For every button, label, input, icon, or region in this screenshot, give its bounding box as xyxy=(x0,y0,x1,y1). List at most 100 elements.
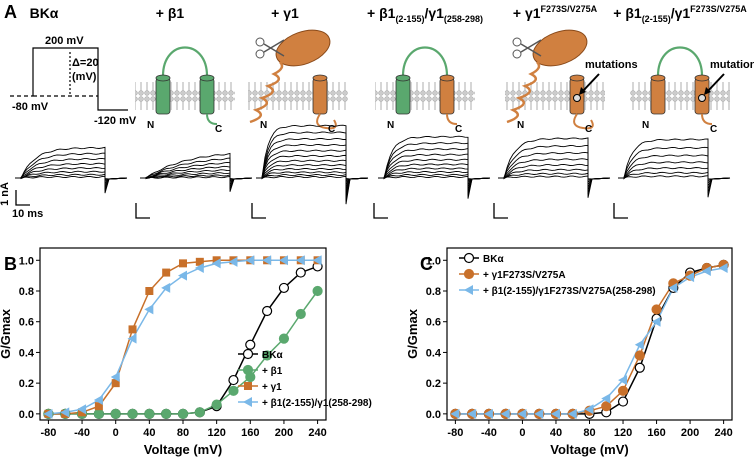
marker xyxy=(312,255,322,266)
terminus: N xyxy=(517,120,524,131)
mutation-label: mutations xyxy=(585,59,638,71)
marker xyxy=(262,255,272,266)
header-part: (258-298) xyxy=(444,14,483,24)
helix-top xyxy=(395,74,411,82)
y-tick-label: 0.4 xyxy=(426,347,442,359)
marker xyxy=(450,408,460,419)
panel-label: B xyxy=(4,254,17,274)
current-trace xyxy=(256,175,369,180)
marker xyxy=(93,408,104,419)
marker xyxy=(179,259,187,268)
column-header: + β1 xyxy=(156,5,185,21)
current-trace xyxy=(378,158,491,188)
header-part: BKα xyxy=(30,5,59,21)
mutation-site xyxy=(573,94,581,102)
marker xyxy=(312,285,323,297)
scale-label: 10 ms xyxy=(12,208,43,220)
y-tick-label: 0.0 xyxy=(426,409,441,421)
column-header: + γ1 xyxy=(271,5,299,21)
x-tick-label: 40 xyxy=(550,427,562,439)
scale-bar xyxy=(613,203,628,219)
helix xyxy=(312,77,328,115)
marker xyxy=(211,258,221,269)
x-tick-label: 40 xyxy=(143,427,155,439)
helix xyxy=(155,77,171,115)
current-trace xyxy=(378,135,491,199)
scale-bar xyxy=(373,203,388,219)
current-trace xyxy=(378,163,491,187)
current-trace xyxy=(378,142,491,196)
y-tick-label: 0.2 xyxy=(426,378,441,390)
current-trace xyxy=(256,173,369,180)
marker xyxy=(601,401,612,412)
terminus: N xyxy=(147,120,154,131)
marker xyxy=(78,408,87,417)
protocol xyxy=(10,47,128,111)
current-trace xyxy=(140,172,253,182)
column-header: BKα xyxy=(30,5,59,21)
marker xyxy=(127,333,137,344)
membrane xyxy=(630,82,730,114)
marker xyxy=(617,385,629,396)
marker xyxy=(128,325,137,334)
current-trace xyxy=(378,173,491,181)
helix-tm xyxy=(249,61,284,124)
terminus: N xyxy=(260,120,267,131)
current-trace xyxy=(256,149,369,192)
current-trace xyxy=(256,124,369,205)
legend-label: + γ1 xyxy=(262,382,282,393)
marker xyxy=(534,408,544,419)
header-part: + β1 xyxy=(156,5,185,21)
scissors xyxy=(520,39,542,57)
marker xyxy=(278,282,290,294)
helix xyxy=(395,77,411,115)
marker xyxy=(718,262,728,273)
x-tick-label: 0 xyxy=(519,427,525,439)
marker xyxy=(295,255,305,266)
lrr-domain xyxy=(275,29,331,67)
current-trace xyxy=(618,161,731,188)
marker xyxy=(195,257,204,266)
marker xyxy=(194,407,205,418)
marker xyxy=(110,372,120,382)
helix xyxy=(650,77,666,115)
scissors xyxy=(263,39,285,57)
loop xyxy=(401,46,449,77)
current-trace xyxy=(140,165,253,186)
terminus: C xyxy=(585,124,592,135)
arrow-head xyxy=(704,87,711,95)
y-tick-label: 1.0 xyxy=(426,255,441,267)
x-tick-label: -80 xyxy=(40,427,56,439)
header-part: + β1 xyxy=(367,5,396,21)
marker xyxy=(262,350,273,361)
scale-bars xyxy=(15,190,30,206)
x-tick-label: 80 xyxy=(583,427,595,439)
current-trace xyxy=(378,148,491,193)
loop xyxy=(656,46,704,77)
terminus: C xyxy=(710,124,717,135)
y-tick-label: 0.6 xyxy=(19,317,34,329)
marker xyxy=(295,308,306,320)
scale-bar xyxy=(251,203,266,219)
scissors xyxy=(255,37,265,47)
current-trace xyxy=(618,167,731,185)
legend-label: + γ1F273S/V275A xyxy=(483,270,566,281)
marker xyxy=(144,304,154,315)
marker xyxy=(618,375,628,386)
legend-label: BKα xyxy=(483,254,504,265)
mutation-label: mutations xyxy=(710,59,754,71)
marker xyxy=(228,385,239,396)
current-trace xyxy=(15,157,128,188)
marker xyxy=(211,399,222,410)
y-tick-label: 0.2 xyxy=(19,378,34,390)
marker xyxy=(243,397,252,407)
helix-top xyxy=(155,74,171,82)
current-trace xyxy=(256,159,369,187)
membrane xyxy=(375,82,475,114)
marker xyxy=(194,262,204,273)
marker xyxy=(668,282,678,293)
helix xyxy=(199,77,215,115)
protocol-label: Δ=20 xyxy=(72,57,99,69)
x-tick-label: 160 xyxy=(647,427,665,439)
current-trace xyxy=(256,164,369,186)
